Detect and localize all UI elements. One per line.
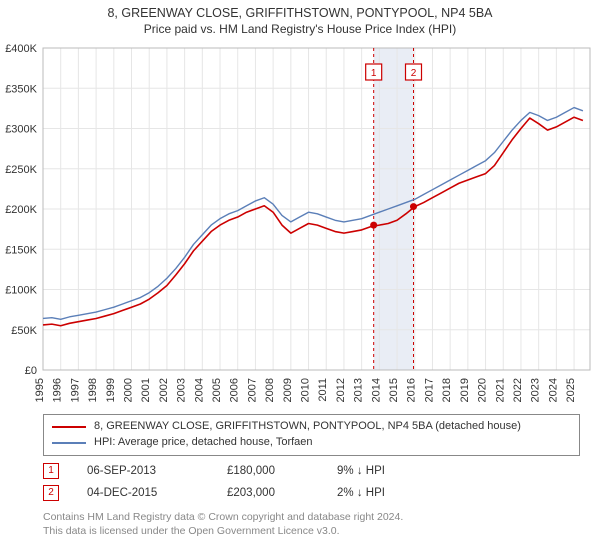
event-price: £203,000 [227, 487, 337, 499]
svg-text:2: 2 [411, 68, 417, 79]
svg-text:2015: 2015 [388, 378, 400, 402]
svg-text:2024: 2024 [547, 378, 559, 402]
svg-text:2011: 2011 [317, 378, 329, 402]
svg-text:1999: 1999 [105, 378, 117, 402]
svg-text:£200K: £200K [5, 204, 37, 216]
svg-text:£300K: £300K [5, 124, 37, 136]
svg-text:2017: 2017 [423, 378, 435, 402]
svg-text:£100K: £100K [5, 285, 37, 297]
svg-text:2005: 2005 [211, 378, 223, 402]
svg-text:2023: 2023 [530, 378, 542, 402]
svg-text:£0: £0 [25, 365, 37, 377]
svg-text:£150K: £150K [5, 244, 37, 256]
svg-text:2006: 2006 [229, 378, 241, 402]
chart-title: 8, GREENWAY CLOSE, GRIFFITHSTOWN, PONTYP… [0, 0, 600, 20]
svg-text:2012: 2012 [335, 378, 347, 402]
footer-attribution: Contains HM Land Registry data © Crown c… [43, 510, 580, 538]
event-marker: 1 [43, 463, 59, 479]
event-marker: 2 [43, 485, 59, 501]
legend-label: 8, GREENWAY CLOSE, GRIFFITHSTOWN, PONTYP… [94, 419, 521, 435]
legend-swatch [52, 442, 86, 444]
svg-text:2022: 2022 [512, 378, 524, 402]
svg-text:2004: 2004 [193, 378, 205, 402]
legend-row: 8, GREENWAY CLOSE, GRIFFITHSTOWN, PONTYP… [52, 419, 571, 435]
svg-text:2019: 2019 [459, 378, 471, 402]
svg-text:2008: 2008 [264, 378, 276, 402]
event-row: 2 04-DEC-2015£203,0002% ↓ HPI [43, 482, 580, 504]
legend-label: HPI: Average price, detached house, Torf… [94, 435, 313, 451]
svg-text:1998: 1998 [87, 378, 99, 402]
svg-text:2013: 2013 [353, 378, 365, 402]
svg-text:2016: 2016 [406, 378, 418, 402]
svg-text:1995: 1995 [34, 378, 46, 402]
events-table: 1 06-SEP-2013£180,0009% ↓ HPI 2 04-DEC-2015… [43, 460, 580, 504]
svg-text:2009: 2009 [282, 378, 294, 402]
svg-text:2002: 2002 [158, 378, 170, 402]
chart-subtitle: Price paid vs. HM Land Registry's House … [0, 20, 600, 40]
svg-text:2010: 2010 [300, 378, 312, 402]
event-date: 06-SEP-2013 [87, 465, 227, 477]
event-delta: 9% ↓ HPI [337, 465, 385, 477]
svg-text:1997: 1997 [69, 378, 81, 402]
svg-text:£400K: £400K [5, 43, 37, 55]
svg-text:2014: 2014 [370, 378, 382, 402]
svg-text:£50K: £50K [11, 325, 37, 337]
svg-text:2001: 2001 [140, 378, 152, 402]
svg-text:2021: 2021 [494, 378, 506, 402]
svg-text:2003: 2003 [176, 378, 188, 402]
event-row: 1 06-SEP-2013£180,0009% ↓ HPI [43, 460, 580, 482]
svg-text:1996: 1996 [52, 378, 64, 402]
svg-text:2018: 2018 [441, 378, 453, 402]
svg-text:£350K: £350K [5, 83, 37, 95]
svg-text:2020: 2020 [477, 378, 489, 402]
chart-area: £0 £50K £100K £150K £200K £250K £300K £350K £400… [0, 40, 600, 408]
svg-text:2000: 2000 [123, 378, 135, 402]
svg-text:1: 1 [371, 68, 377, 79]
line-chart: £0 £50K £100K £150K £200K £250K £300K £350K £400… [0, 40, 600, 408]
event-date: 04-DEC-2015 [87, 487, 227, 499]
event-delta: 2% ↓ HPI [337, 487, 385, 499]
footer-line-1: Contains HM Land Registry data © Crown c… [43, 510, 580, 524]
footer-line-2: This data is licensed under the Open Gov… [43, 524, 580, 538]
svg-text:£250K: £250K [5, 164, 37, 176]
svg-text:2007: 2007 [246, 378, 258, 402]
svg-text:2025: 2025 [565, 378, 577, 402]
legend-swatch [52, 426, 86, 428]
event-price: £180,000 [227, 465, 337, 477]
legend-row: HPI: Average price, detached house, Torf… [52, 435, 571, 451]
legend: 8, GREENWAY CLOSE, GRIFFITHSTOWN, PONTYP… [43, 414, 580, 456]
